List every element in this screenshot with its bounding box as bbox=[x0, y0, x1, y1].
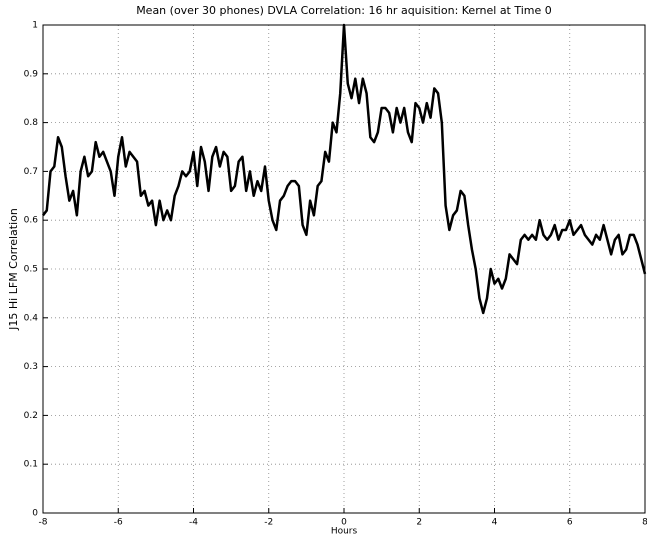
x-tick-label: -8 bbox=[39, 518, 48, 528]
y-tick-label: 0.2 bbox=[24, 411, 38, 421]
x-tick-label: 2 bbox=[416, 518, 422, 528]
x-tick-label: 0 bbox=[341, 518, 347, 528]
y-tick-label: 0.1 bbox=[24, 460, 38, 470]
y-tick-label: 0.9 bbox=[24, 69, 39, 79]
x-tick-label: 8 bbox=[642, 518, 647, 528]
x-tick-label: -4 bbox=[189, 518, 198, 528]
x-tick-label: 4 bbox=[492, 518, 498, 528]
y-tick-label: 0.5 bbox=[24, 265, 38, 275]
y-tick-label: 0 bbox=[32, 509, 38, 519]
y-tick-label: 0.8 bbox=[24, 118, 39, 128]
x-axis-label: Hours bbox=[331, 527, 358, 537]
chart-title: Mean (over 30 phones) DVLA Correlation: … bbox=[136, 4, 552, 17]
y-axis-label: J15 Hi LFM Correlation bbox=[7, 208, 20, 331]
y-tick-label: 0.3 bbox=[24, 362, 38, 372]
x-tick-label: -2 bbox=[264, 518, 273, 528]
y-tick-label: 0.4 bbox=[24, 313, 39, 323]
x-tick-label: 6 bbox=[567, 518, 573, 528]
data-line bbox=[42, 23, 647, 315]
y-tick-label: 0.6 bbox=[24, 216, 39, 226]
y-tick-label: 0.7 bbox=[24, 167, 38, 177]
y-tick-label: 1 bbox=[32, 21, 38, 31]
x-tick-label: -6 bbox=[114, 518, 123, 528]
